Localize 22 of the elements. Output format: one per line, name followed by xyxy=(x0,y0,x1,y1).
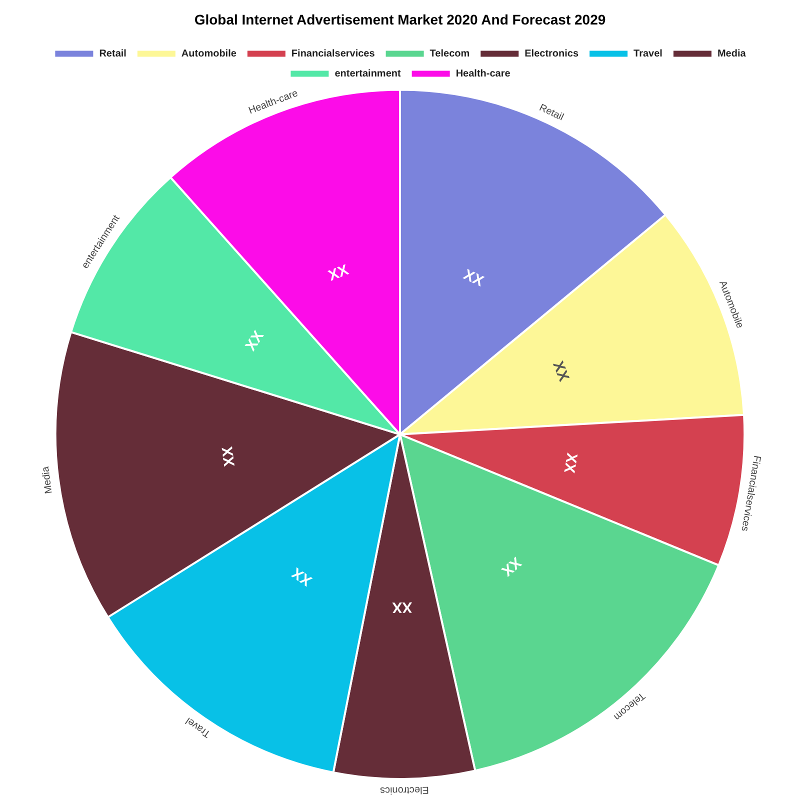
legend-label: Electronics xyxy=(524,48,579,60)
legend-label: Health-care xyxy=(456,68,511,80)
legend-label: entertainment xyxy=(334,68,402,80)
data-label: XX xyxy=(560,452,580,474)
legend-label: Financialservices xyxy=(291,48,376,60)
data-label: XX xyxy=(549,358,572,384)
legend-label: Retail xyxy=(99,48,127,60)
data-label: XX xyxy=(498,553,524,580)
legend-label: Automobile xyxy=(181,48,237,60)
data-label: XX xyxy=(392,598,412,616)
data-label: XX xyxy=(288,564,316,590)
slice-label: Electronics xyxy=(380,784,429,796)
slice-label: Retail xyxy=(537,102,566,124)
legend-label: Media xyxy=(717,48,746,60)
data-label: XX xyxy=(242,328,268,354)
legend-label: Travel xyxy=(634,48,663,60)
data-label: XX xyxy=(326,262,351,285)
slice-label: Media xyxy=(40,465,55,494)
legend-label: Telecom xyxy=(430,48,470,60)
data-label: XX xyxy=(460,266,486,290)
data-label: XX xyxy=(219,446,238,468)
chart-title: Global Internet Advertisement Market 2020 And Forecast 2029 xyxy=(194,11,606,28)
